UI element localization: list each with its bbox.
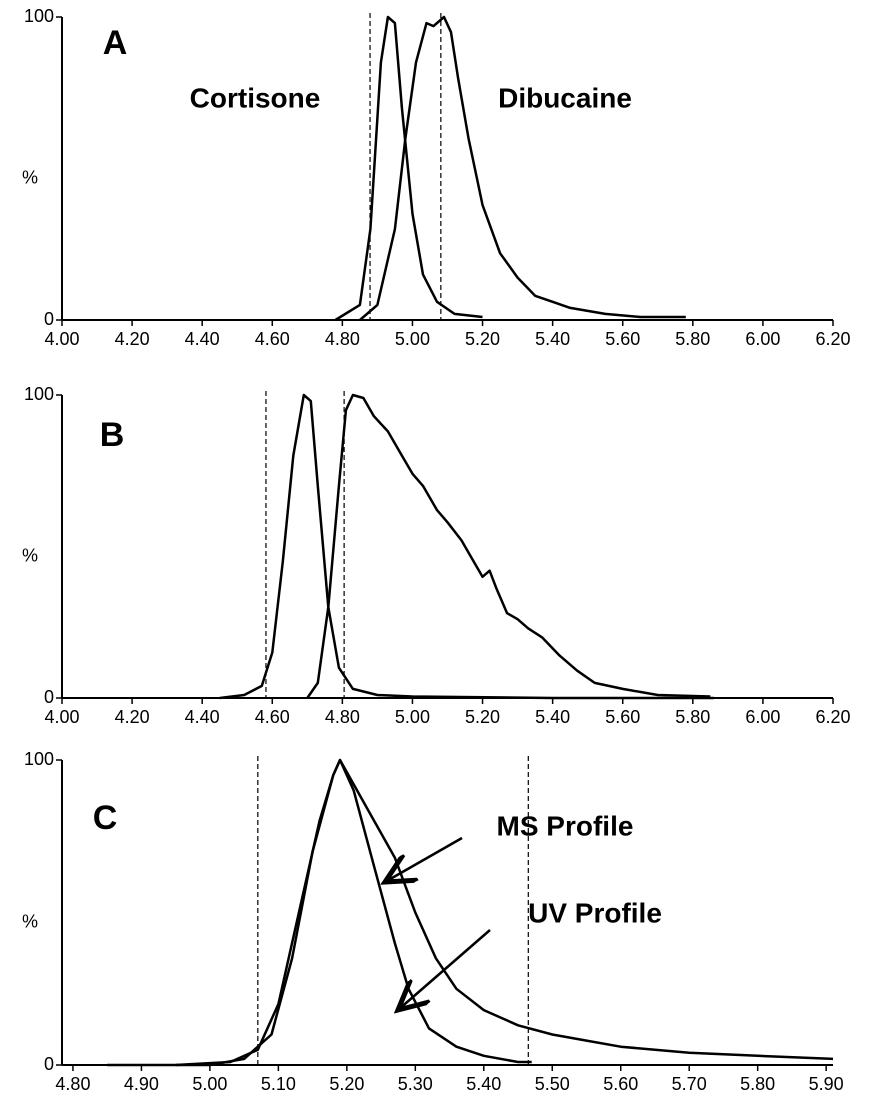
annotation: Cortisone: [190, 82, 321, 113]
profile-line: [334, 15, 483, 322]
y-tick-label: 100: [24, 749, 54, 769]
x-tick-label: 6.20: [815, 329, 850, 349]
y-tick-label: 0: [44, 687, 54, 707]
x-tick-label: 5.40: [535, 707, 570, 727]
annotation: UV Profile: [528, 897, 662, 928]
profile-line: [175, 758, 834, 1067]
x-tick-label: 5.10: [261, 1074, 296, 1094]
x-tick-label: 5.20: [465, 707, 500, 727]
y-tick-label: 100: [24, 6, 54, 26]
x-tick-label: 6.20: [815, 707, 850, 727]
x-tick-label: 5.60: [605, 329, 640, 349]
x-tick-label: 4.20: [115, 329, 150, 349]
x-tick-label: 5.60: [603, 1074, 638, 1094]
x-tick-label: 5.40: [466, 1074, 501, 1094]
x-tick-label: 5.40: [535, 329, 570, 349]
x-tick-label: 4.80: [325, 329, 360, 349]
x-tick-label: 4.40: [185, 329, 220, 349]
y-axis-label: %: [22, 167, 38, 187]
x-tick-label: 5.00: [192, 1074, 227, 1094]
x-tick-label: 4.40: [185, 707, 220, 727]
x-tick-label: 4.20: [115, 707, 150, 727]
x-tick-label: 4.00: [44, 707, 79, 727]
annotation: MS Profile: [497, 810, 634, 841]
profile-line: [359, 15, 686, 321]
y-tick-label: 100: [24, 384, 54, 404]
x-tick-label: 5.80: [740, 1074, 775, 1094]
arrow: [385, 836, 463, 882]
x-tick-label: 4.00: [44, 329, 79, 349]
x-tick-label: 5.90: [809, 1074, 844, 1094]
y-axis-label: %: [22, 911, 38, 931]
x-tick-label: 5.70: [672, 1074, 707, 1094]
profile-line: [306, 393, 711, 699]
x-tick-label: 4.80: [325, 707, 360, 727]
x-tick-label: 5.30: [398, 1074, 433, 1094]
x-tick-label: 5.50: [535, 1074, 570, 1094]
x-tick-label: 4.60: [255, 707, 290, 727]
annotation: C: [93, 799, 118, 837]
x-tick-label: 5.20: [465, 329, 500, 349]
profile-line: [219, 393, 714, 700]
x-tick-label: 4.80: [55, 1074, 90, 1094]
x-tick-label: 4.90: [124, 1074, 159, 1094]
y-axis-label: %: [22, 545, 38, 565]
x-tick-label: 4.60: [255, 329, 290, 349]
profile-line: [107, 758, 532, 1067]
x-tick-label: 6.00: [745, 707, 780, 727]
x-tick-label: 5.80: [675, 707, 710, 727]
annotation: A: [103, 24, 128, 62]
x-tick-label: 6.00: [745, 329, 780, 349]
x-tick-label: 5.80: [675, 329, 710, 349]
y-tick-label: 0: [44, 309, 54, 329]
annotation: Dibucaine: [498, 82, 632, 113]
x-tick-label: 5.60: [605, 707, 640, 727]
annotation: B: [100, 416, 125, 454]
x-tick-label: 5.00: [395, 707, 430, 727]
y-tick-label: 0: [44, 1054, 54, 1074]
x-tick-label: 5.20: [329, 1074, 364, 1094]
x-tick-label: 5.00: [395, 329, 430, 349]
